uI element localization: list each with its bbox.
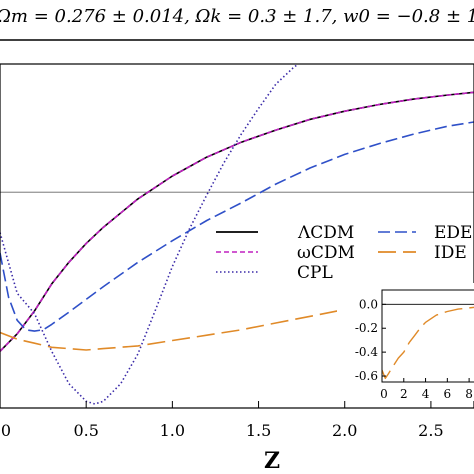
inset-frame	[381, 289, 474, 383]
main-x-tick-label: 2.0	[332, 421, 357, 440]
legend-label-lcdm: ΛCDM	[297, 223, 354, 243]
inset-y-tick-label: 0.0	[359, 297, 378, 311]
params-header: Ωm = 0.276 ± 0.014, Ωk = 0.3 ± 1.7, w0 =…	[0, 6, 474, 27]
main-series-cpl-line	[0, 64, 300, 405]
inset-y-ticks: 0.0 -0.2 -0.4 -0.6	[355, 297, 386, 383]
x-axis-label: Z	[264, 448, 280, 474]
inset-x-tick-label: 4	[422, 387, 430, 401]
inset-x-tick-label: 6	[444, 387, 452, 401]
legend-entry-ide: IDE	[378, 243, 467, 263]
main-series-cdm-line	[0, 91, 474, 352]
main-x-ticks: 0 0.5 1.0 1.5 2.0 2.5	[0, 401, 444, 440]
legend-label-ede: EDE	[434, 223, 472, 243]
legend-label-cpl: CPL	[297, 263, 333, 283]
legend-label-ide: IDE	[434, 243, 467, 263]
inset-series-ide-line	[382, 306, 474, 380]
main-x-tick-label: 1.0	[160, 421, 185, 440]
legend-entry-ede: EDE	[378, 223, 472, 243]
main-x-tick-label: 1.5	[246, 421, 271, 440]
legend-entry-cpl: CPL	[216, 263, 333, 283]
inset-x-tick-label: 0	[380, 387, 388, 401]
legend-entry-lcdm: ΛCDM	[216, 223, 354, 243]
inset-y-tick-label: -0.4	[355, 345, 379, 359]
legend-label-wcdm: ωCDM	[297, 243, 355, 263]
main-x-tick-label: 0.5	[73, 421, 98, 440]
inset-y-tick-label: -0.6	[355, 369, 378, 383]
main-x-tick-label: 0	[1, 421, 11, 440]
inset-series-layer	[382, 306, 474, 380]
main-frame	[0, 63, 474, 409]
legend: ΛCDM ωCDM CPL EDE IDE	[216, 223, 472, 283]
inset-x-tick-label: 2	[400, 387, 408, 401]
legend-entry-wcdm: ωCDM	[216, 243, 355, 263]
inset-x-tick-label: 8	[465, 387, 473, 401]
inset-y-tick-label: -0.2	[355, 321, 378, 335]
inset-background	[337, 283, 474, 401]
main-series-ede-line	[0, 121, 474, 332]
main-x-tick-label: 2.5	[418, 421, 443, 440]
